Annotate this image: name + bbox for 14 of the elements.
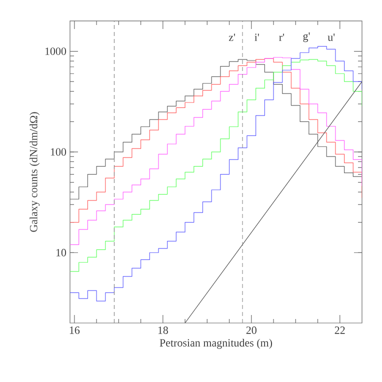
- x-tick-label: 20: [246, 326, 256, 334]
- annotation: g': [303, 32, 310, 42]
- x-tick-label: 16: [70, 326, 80, 334]
- y-tick-label: 10: [56, 248, 66, 256]
- y-axis-title: Galaxy counts (dN/dm/dΩ): [30, 112, 40, 232]
- annotation: u': [328, 34, 335, 41]
- annotation: i': [254, 34, 259, 41]
- y-tick-label: 1000: [45, 48, 66, 55]
- annotation: z': [228, 34, 236, 41]
- annotation: r': [279, 34, 284, 41]
- x-tick-label: 18: [158, 326, 168, 334]
- y-tick-label: 100: [50, 148, 66, 156]
- x-tick-label: 22: [334, 326, 345, 334]
- x-axis-title: Petrosian magnitudes (m): [160, 338, 272, 349]
